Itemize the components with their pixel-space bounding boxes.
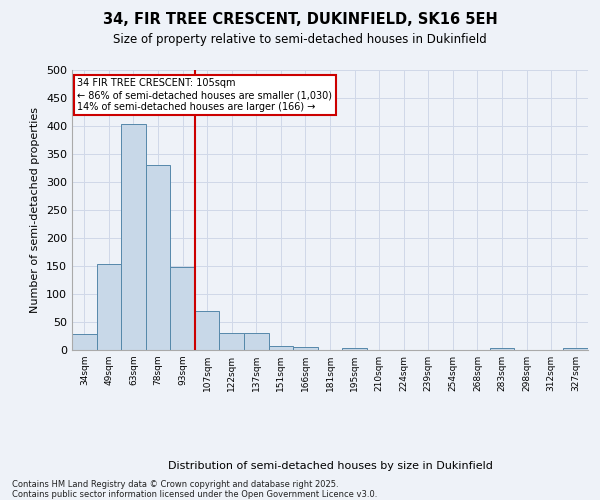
- Bar: [195, 311, 220, 350]
- Text: Contains HM Land Registry data © Crown copyright and database right 2025.
Contai: Contains HM Land Registry data © Crown c…: [12, 480, 377, 499]
- Bar: [490, 348, 514, 350]
- Text: 34 FIR TREE CRESCENT: 105sqm
← 86% of semi-detached houses are smaller (1,030)
1: 34 FIR TREE CRESCENT: 105sqm ← 86% of se…: [77, 78, 332, 112]
- Bar: [563, 348, 588, 350]
- Bar: [220, 332, 244, 350]
- X-axis label: Distribution of semi-detached houses by size in Dukinfield: Distribution of semi-detached houses by …: [167, 460, 493, 470]
- Text: 34, FIR TREE CRESCENT, DUKINFIELD, SK16 5EH: 34, FIR TREE CRESCENT, DUKINFIELD, SK16 …: [103, 12, 497, 28]
- Bar: [269, 346, 293, 350]
- Bar: [97, 264, 121, 350]
- Bar: [72, 334, 97, 350]
- Bar: [146, 165, 170, 350]
- Bar: [244, 333, 269, 350]
- Bar: [121, 124, 146, 350]
- Bar: [342, 348, 367, 350]
- Y-axis label: Number of semi-detached properties: Number of semi-detached properties: [31, 107, 40, 313]
- Bar: [170, 267, 195, 350]
- Text: Size of property relative to semi-detached houses in Dukinfield: Size of property relative to semi-detach…: [113, 32, 487, 46]
- Bar: [293, 346, 318, 350]
